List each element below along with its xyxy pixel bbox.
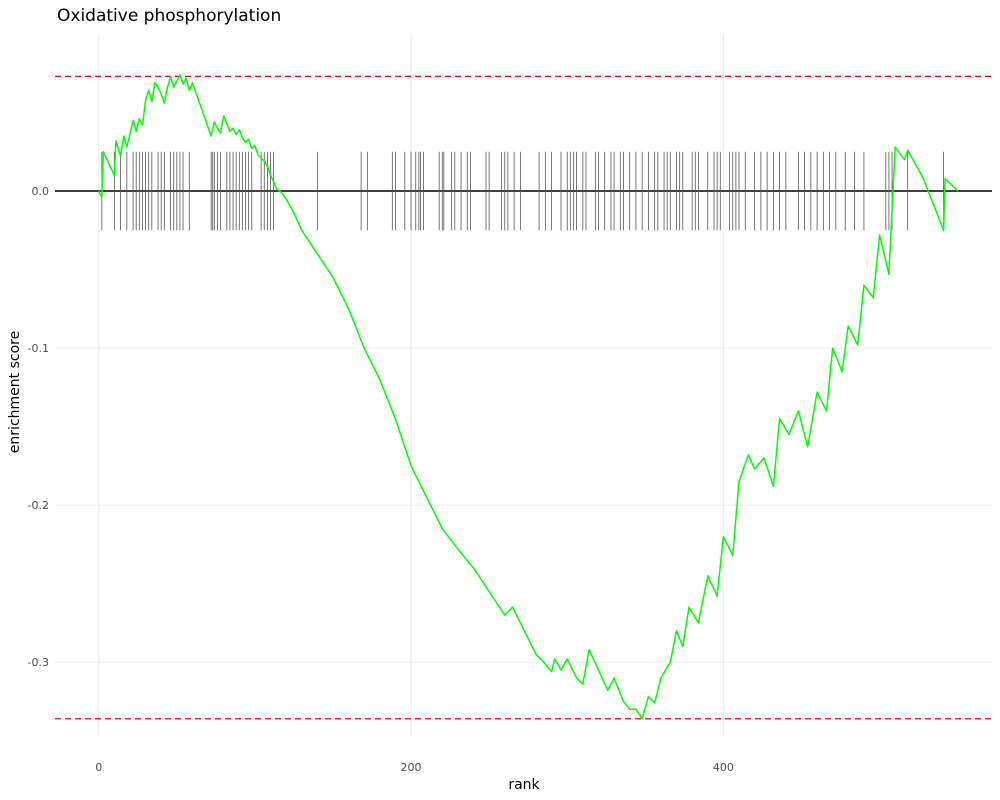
x-tick-label: 0 <box>95 761 102 774</box>
x-axis-title: rank <box>508 777 540 793</box>
y-axis-ticks: 0.0 -0.1 -0.2 -0.3 <box>28 185 49 669</box>
y-axis-title: enrichment score <box>7 331 23 453</box>
y-tick-label: 0.0 <box>32 185 50 198</box>
y-tick-label: -0.3 <box>28 656 49 669</box>
chart-title: Oxidative phosphorylation <box>57 6 281 26</box>
hit-ticks <box>101 151 944 231</box>
x-axis-ticks: 0 200 400 <box>95 761 734 774</box>
y-tick-label: -0.1 <box>28 342 49 355</box>
running-enrichment-score-line <box>98 74 959 720</box>
x-tick-label: 200 <box>401 761 422 774</box>
x-tick-label: 400 <box>713 761 734 774</box>
y-tick-label: -0.2 <box>28 499 49 512</box>
